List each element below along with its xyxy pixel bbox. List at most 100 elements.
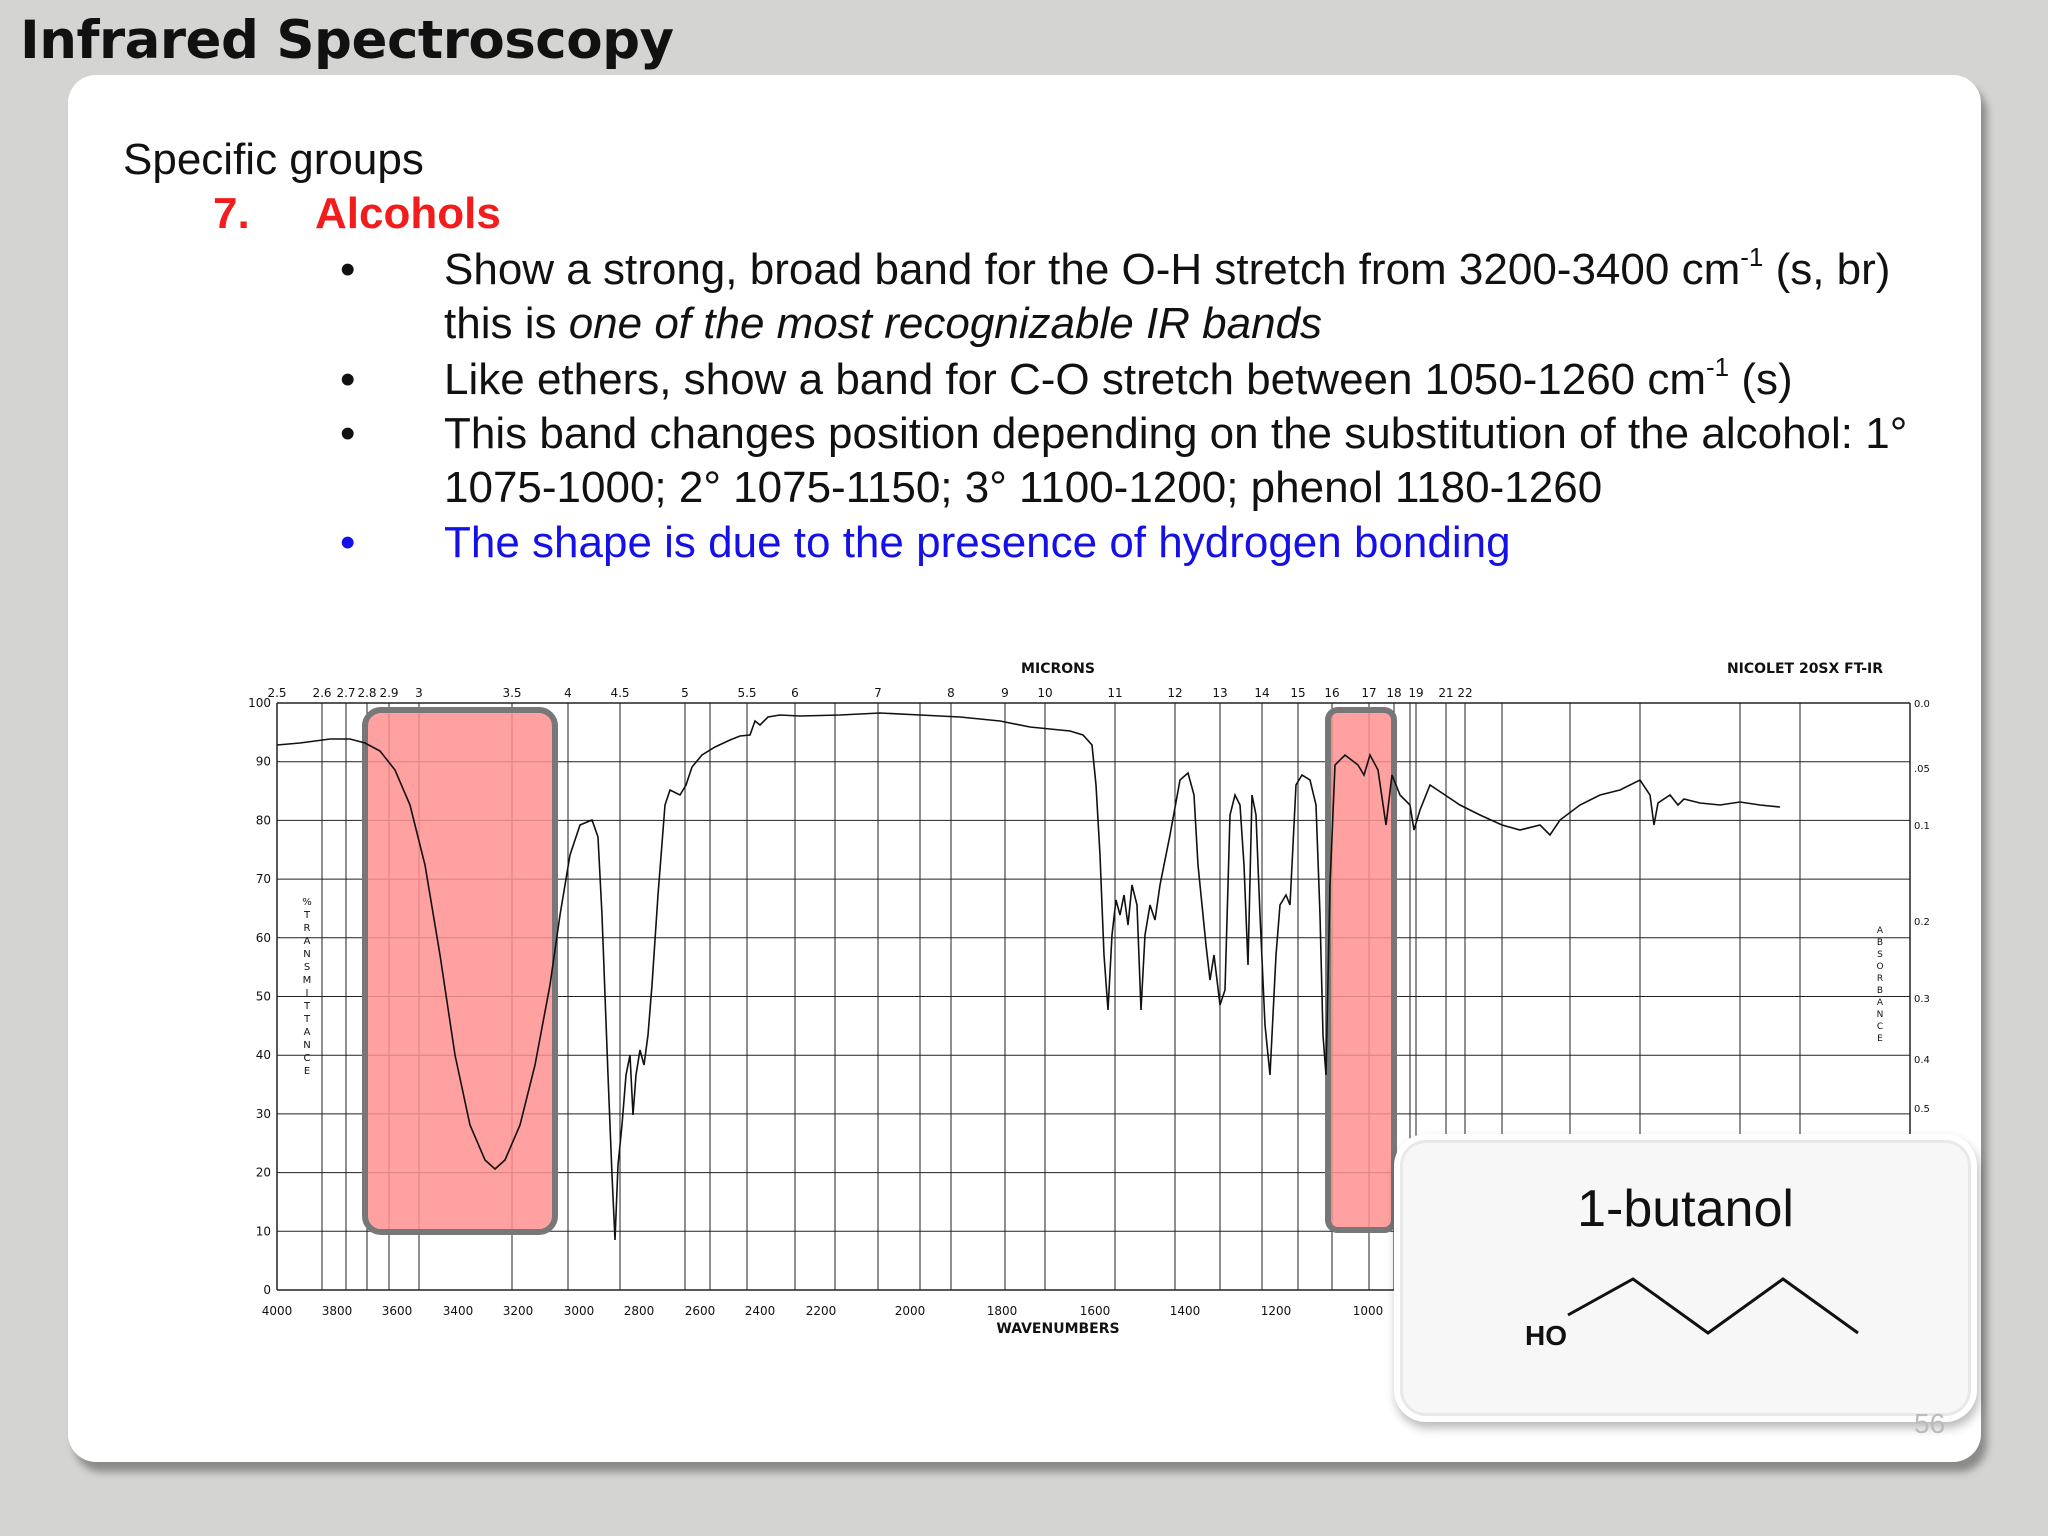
transmittance-tick-label: 90	[256, 755, 271, 769]
bullet-2-text: Like ethers, show a band for C-O stretch…	[444, 355, 1707, 404]
wavenumber-tick-label: 2000	[895, 1304, 926, 1318]
absorbance-tick-label: 0.4	[1914, 1055, 1930, 1066]
wavenumber-tick-label: 3600	[382, 1304, 413, 1318]
micron-tick-label: 9	[1001, 686, 1009, 700]
micron-tick-label: 17	[1361, 686, 1376, 700]
co-stretch-highlight	[1325, 707, 1397, 1233]
bullet-1-sup: -1	[1740, 242, 1764, 272]
micron-tick-label: 2.7	[336, 686, 355, 700]
transmittance-tick-label: 70	[256, 872, 271, 886]
micron-tick-label: 2.6	[312, 686, 331, 700]
transmittance-tick-label: 30	[256, 1107, 271, 1121]
wavenumbers-axis-title: WAVENUMBERS	[996, 1321, 1119, 1337]
micron-tick-label: 15	[1290, 686, 1305, 700]
absorbance-axis-letter: B	[1877, 938, 1883, 948]
transmittance-axis-letter: N	[303, 949, 310, 960]
transmittance-axis-letter: A	[304, 1027, 311, 1038]
wavenumber-tick-label: 3200	[503, 1304, 534, 1318]
bullet-2-sup: -1	[1706, 352, 1730, 382]
absorbance-axis-letter: B	[1877, 986, 1883, 996]
absorbance-tick-label: 0.2	[1914, 917, 1930, 928]
slide-title: Infrared Spectroscopy	[20, 10, 674, 71]
bullet-4-marker: •	[340, 518, 356, 567]
absorbance-axis-letter: C	[1877, 1022, 1883, 1032]
bullet-4-line1: The shape is due to the presence of hydr…	[444, 518, 1511, 567]
compound-callout: 1-butanol HO	[1400, 1140, 1971, 1416]
micron-tick-label: 4.5	[610, 686, 629, 700]
wavenumber-tick-label: 2400	[745, 1304, 776, 1318]
bullet-1-tail: (s, br)	[1763, 245, 1891, 294]
micron-tick-label: 11	[1107, 686, 1122, 700]
bullet-3-line2: 1075-1000; 2° 1075-1150; 3° 1100-1200; p…	[444, 463, 1603, 512]
wavenumber-tick-label: 4000	[262, 1304, 293, 1318]
page-number: 56	[1914, 1408, 1946, 1439]
micron-tick-label: 21	[1438, 686, 1453, 700]
micron-tick-label: 4	[564, 686, 572, 700]
absorbance-axis-letter: S	[1877, 950, 1883, 960]
bullet-1-line2-italic: one of the most recognizable IR bands	[568, 299, 1323, 348]
transmittance-tick-label: 20	[256, 1166, 271, 1180]
instrument-label: NICOLET 20SX FT-IR	[1727, 661, 1883, 677]
bullet-1-line2: this is one of the most recognizable IR …	[444, 302, 1322, 346]
bullet-1-text: Show a strong, broad band for the O-H st…	[444, 245, 1741, 294]
transmittance-axis-letter: T	[303, 1014, 311, 1025]
bullet-1-line1: Show a strong, broad band for the O-H st…	[444, 244, 1891, 294]
transmittance-tick-label: 50	[256, 990, 271, 1004]
micron-tick-label: 18	[1386, 686, 1401, 700]
wavenumber-tick-label: 2800	[624, 1304, 655, 1318]
transmittance-axis-letter: I	[306, 988, 309, 999]
bullet-2-marker: •	[340, 355, 356, 404]
wavenumber-tick-label: 1400	[1170, 1304, 1201, 1318]
bullet-1-marker: •	[340, 245, 356, 294]
wavenumber-tick-label: 1600	[1080, 1304, 1111, 1318]
transmittance-axis-letter: E	[304, 1066, 310, 1077]
microns-axis-title: MICRONS	[1021, 661, 1095, 677]
transmittance-tick-label: 10	[256, 1224, 271, 1238]
transmittance-axis-letter: M	[303, 975, 312, 986]
absorbance-tick-label: 0.5	[1914, 1104, 1930, 1115]
micron-tick-label: 8	[947, 686, 955, 700]
absorbance-tick-label: 0.0	[1914, 699, 1930, 710]
absorbance-axis-letter: A	[1877, 998, 1884, 1008]
bullet-3-line1: This band changes position depending on …	[444, 409, 1908, 458]
transmittance-axis-letter: C	[304, 1053, 311, 1064]
absorbance-axis-letter: N	[1877, 1010, 1884, 1020]
item-number: 7.	[213, 189, 250, 238]
wavenumber-tick-label: 2600	[685, 1304, 716, 1318]
micron-tick-label: 12	[1167, 686, 1182, 700]
bullet-2-line1: Like ethers, show a band for C-O stretch…	[444, 354, 1793, 404]
transmittance-tick-label: 0	[263, 1283, 271, 1297]
wavenumber-tick-label: 1000	[1353, 1304, 1384, 1318]
wavenumber-tick-label: 1200	[1261, 1304, 1292, 1318]
micron-tick-label: 5	[681, 686, 689, 700]
absorbance-tick-label: 0.1	[1914, 821, 1930, 832]
micron-tick-label: 2.8	[357, 686, 376, 700]
butanol-structure: HO	[1525, 1277, 1859, 1351]
micron-tick-label: 2.9	[379, 686, 398, 700]
wavenumber-tick-label: 3400	[443, 1304, 474, 1318]
micron-tick-label: 10	[1037, 686, 1052, 700]
hydroxyl-label: HO	[1525, 1320, 1567, 1351]
transmittance-tick-label: 40	[256, 1048, 271, 1062]
micron-tick-label: 13	[1212, 686, 1227, 700]
oh-stretch-highlight	[362, 707, 558, 1235]
micron-tick-label: 14	[1254, 686, 1269, 700]
micron-tick-label: 5.5	[737, 686, 756, 700]
micron-tick-label: 22	[1457, 686, 1472, 700]
absorbance-tick-label: .05	[1914, 764, 1930, 775]
micron-tick-label: 3	[415, 686, 423, 700]
transmittance-axis-letter: S	[304, 962, 310, 973]
wavenumber-tick-label: 3800	[322, 1304, 353, 1318]
bullet-1-line2-plain: this is	[444, 299, 569, 348]
spectrum-trace	[276, 712, 1781, 1241]
micron-tick-label: 2.5	[267, 686, 286, 700]
transmittance-axis-letter: T	[303, 1001, 311, 1012]
transmittance-axis-letter: A	[304, 936, 311, 947]
section-heading: Specific groups	[123, 135, 424, 184]
wavenumber-tick-label: 2200	[806, 1304, 837, 1318]
wavenumber-tick-label: 1800	[987, 1304, 1018, 1318]
micron-tick-label: 3.5	[502, 686, 521, 700]
micron-tick-label: 16	[1324, 686, 1339, 700]
